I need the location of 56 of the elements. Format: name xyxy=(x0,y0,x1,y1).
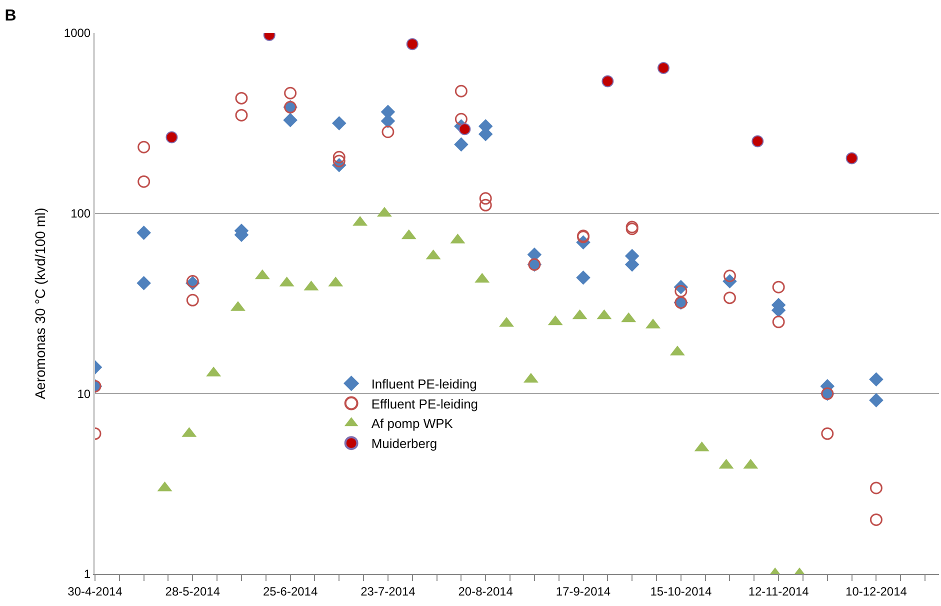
point xyxy=(235,92,248,104)
point xyxy=(657,62,670,74)
point xyxy=(332,154,346,168)
y-tick-label: 100 xyxy=(70,206,91,221)
x-tick-label: 17-9-2014 xyxy=(556,584,611,598)
point xyxy=(454,137,468,152)
x-tick-label: 20-8-2014 xyxy=(458,584,514,598)
legend-label: Effluent PE-leiding xyxy=(371,396,478,412)
point xyxy=(869,393,884,408)
x-tick-label: 25-6-2014 xyxy=(262,584,318,598)
point xyxy=(870,482,882,494)
x-tick-label: 28-5-2014 xyxy=(165,584,220,598)
point xyxy=(723,292,736,304)
x-tick-label: 12-11-2014 xyxy=(748,584,810,598)
y-tick-label: 1000 xyxy=(64,26,91,40)
point xyxy=(454,112,468,126)
point xyxy=(186,275,199,288)
y-axis-title: Aeromonas 30 °C (kvd/100 ml) xyxy=(32,208,48,400)
point xyxy=(870,513,882,526)
point xyxy=(869,372,884,387)
x-tick-label: 15-10-2014 xyxy=(650,584,712,598)
point xyxy=(821,427,834,440)
x-tick-label: 23-7-2014 xyxy=(360,584,416,598)
y-tick-label: 10 xyxy=(77,386,91,401)
legend-label: Muiderberg xyxy=(371,436,438,452)
legend-label: Influent PE-leiding xyxy=(371,376,477,392)
point xyxy=(602,75,614,88)
point xyxy=(846,152,858,164)
point xyxy=(406,38,418,50)
y-tick-label: 1 xyxy=(84,567,91,582)
point xyxy=(332,116,346,130)
point xyxy=(332,150,346,164)
point xyxy=(674,284,688,298)
point xyxy=(138,140,150,154)
point xyxy=(576,270,590,285)
point xyxy=(284,86,297,100)
point xyxy=(454,84,468,98)
point xyxy=(723,270,736,282)
point xyxy=(479,198,492,212)
point xyxy=(458,123,471,136)
point xyxy=(235,108,248,122)
point xyxy=(382,126,394,138)
point xyxy=(479,192,492,205)
point xyxy=(136,226,151,240)
point xyxy=(283,112,298,128)
legend-label: Af pomp WPK xyxy=(371,416,454,432)
point xyxy=(772,280,785,294)
point xyxy=(772,316,785,328)
point xyxy=(138,175,150,188)
point xyxy=(166,131,178,144)
x-tick-label: 10-12-2014 xyxy=(846,584,908,598)
point xyxy=(752,135,764,148)
chart-title: B xyxy=(4,7,16,24)
point xyxy=(136,276,151,290)
point xyxy=(186,294,199,306)
x-tick-label: 30-4-2014 xyxy=(68,584,123,598)
